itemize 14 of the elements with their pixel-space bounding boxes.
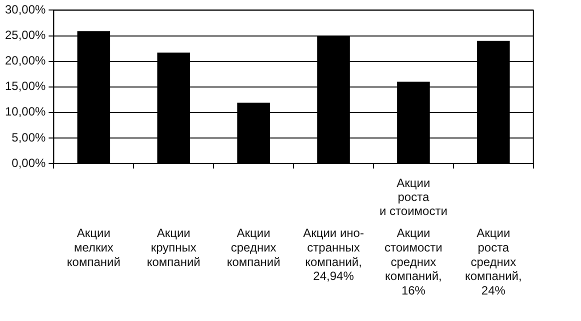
x-tick-label: Акции крупных компаний [146, 226, 200, 269]
x-tick-label: Акции стоимости средних компаний, 16% [384, 226, 442, 298]
x-tick-label: Акции ино- странных компаний, 24,94% [303, 226, 364, 284]
x-tick-label: Акции средних компаний [226, 226, 280, 269]
y-tick-label: 10,00% [4, 104, 46, 119]
y-tick-label: 20,00% [4, 54, 46, 68]
y-tick-label: 5,00% [12, 130, 46, 144]
x-tick-label: Акции мелких компаний [66, 226, 120, 269]
text: Акции роста и стоимости [380, 176, 448, 218]
y-tick-label: 15,00% [4, 79, 46, 94]
y-tick-label: 30,00% [4, 2, 46, 17]
y-tick-label: 25,00% [4, 28, 46, 42]
y-tick-label: 0,00% [12, 156, 46, 170]
x-tick-label: Акции роста средних компаний, 24% [464, 226, 522, 298]
